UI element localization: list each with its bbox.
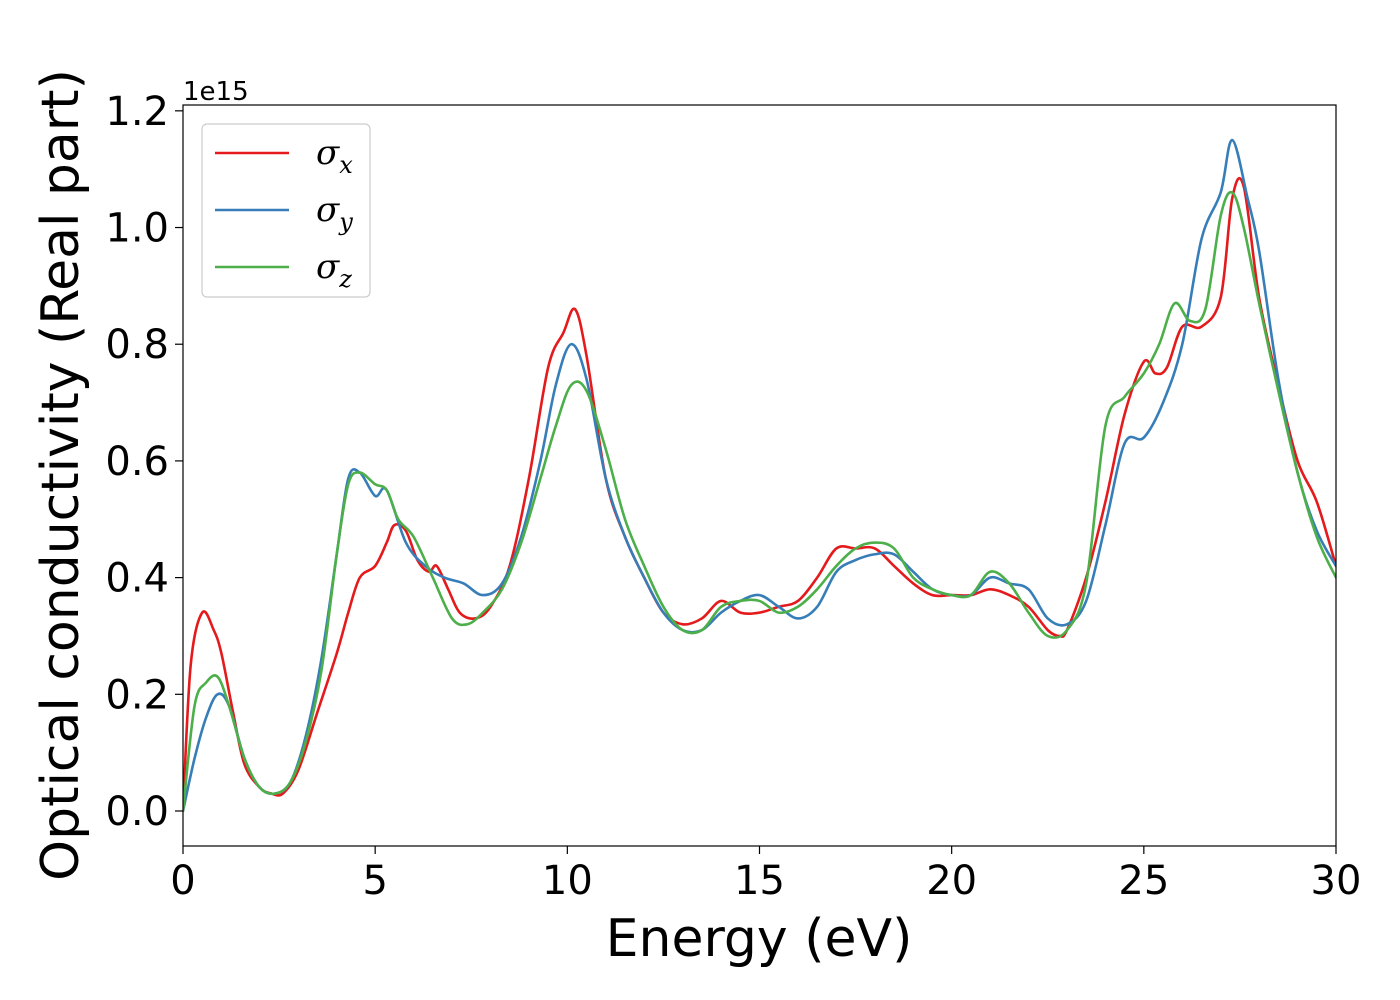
legend-label-sigma-z: σz	[316, 247, 352, 293]
legend-subscript: x	[339, 151, 353, 179]
y-axis-label: Optical conductivity (Real part)	[31, 69, 91, 881]
legend-subscript: y	[338, 208, 353, 236]
y-tick-label-4: 0.8	[105, 322, 169, 368]
plot-area	[183, 105, 1336, 846]
y-tick-label-3: 0.6	[105, 439, 169, 485]
legend-symbol: σ	[316, 133, 340, 173]
x-tick-label-6: 30	[1311, 858, 1362, 904]
x-tick-label-2: 10	[542, 858, 593, 904]
legend-subscript: z	[338, 265, 352, 293]
series-layer	[183, 138, 1336, 813]
y-tick-label-1: 0.2	[105, 672, 169, 718]
x-tick-label-3: 15	[734, 858, 785, 904]
x-tick-label-4: 20	[926, 858, 977, 904]
x-tick-label-5: 25	[1118, 858, 1169, 904]
legend-symbol: σ	[316, 247, 340, 287]
series-line-sigma-x	[183, 176, 1336, 813]
x-axis: 0 5 10 15 20 25 30	[170, 846, 1361, 904]
legend-label-sigma-y: σy	[316, 190, 353, 236]
x-axis-label: Energy (eV)	[606, 909, 913, 969]
y-tick-label-5: 1.0	[105, 206, 169, 252]
series-line-sigma-z	[183, 190, 1336, 813]
legend-label-sigma-x: σx	[316, 133, 353, 179]
legend-symbol: σ	[316, 190, 340, 230]
x-tick-label-1: 5	[362, 858, 387, 904]
y-tick-label-0: 0.0	[105, 789, 169, 835]
x-tick-label-0: 0	[170, 858, 195, 904]
y-axis: 0.0 0.2 0.4 0.6 0.8 1.0 1.2	[105, 89, 183, 835]
y-tick-label-2: 0.4	[105, 556, 169, 602]
y-offset-label: 1e15	[183, 77, 249, 107]
y-tick-label-6: 1.2	[105, 89, 169, 135]
